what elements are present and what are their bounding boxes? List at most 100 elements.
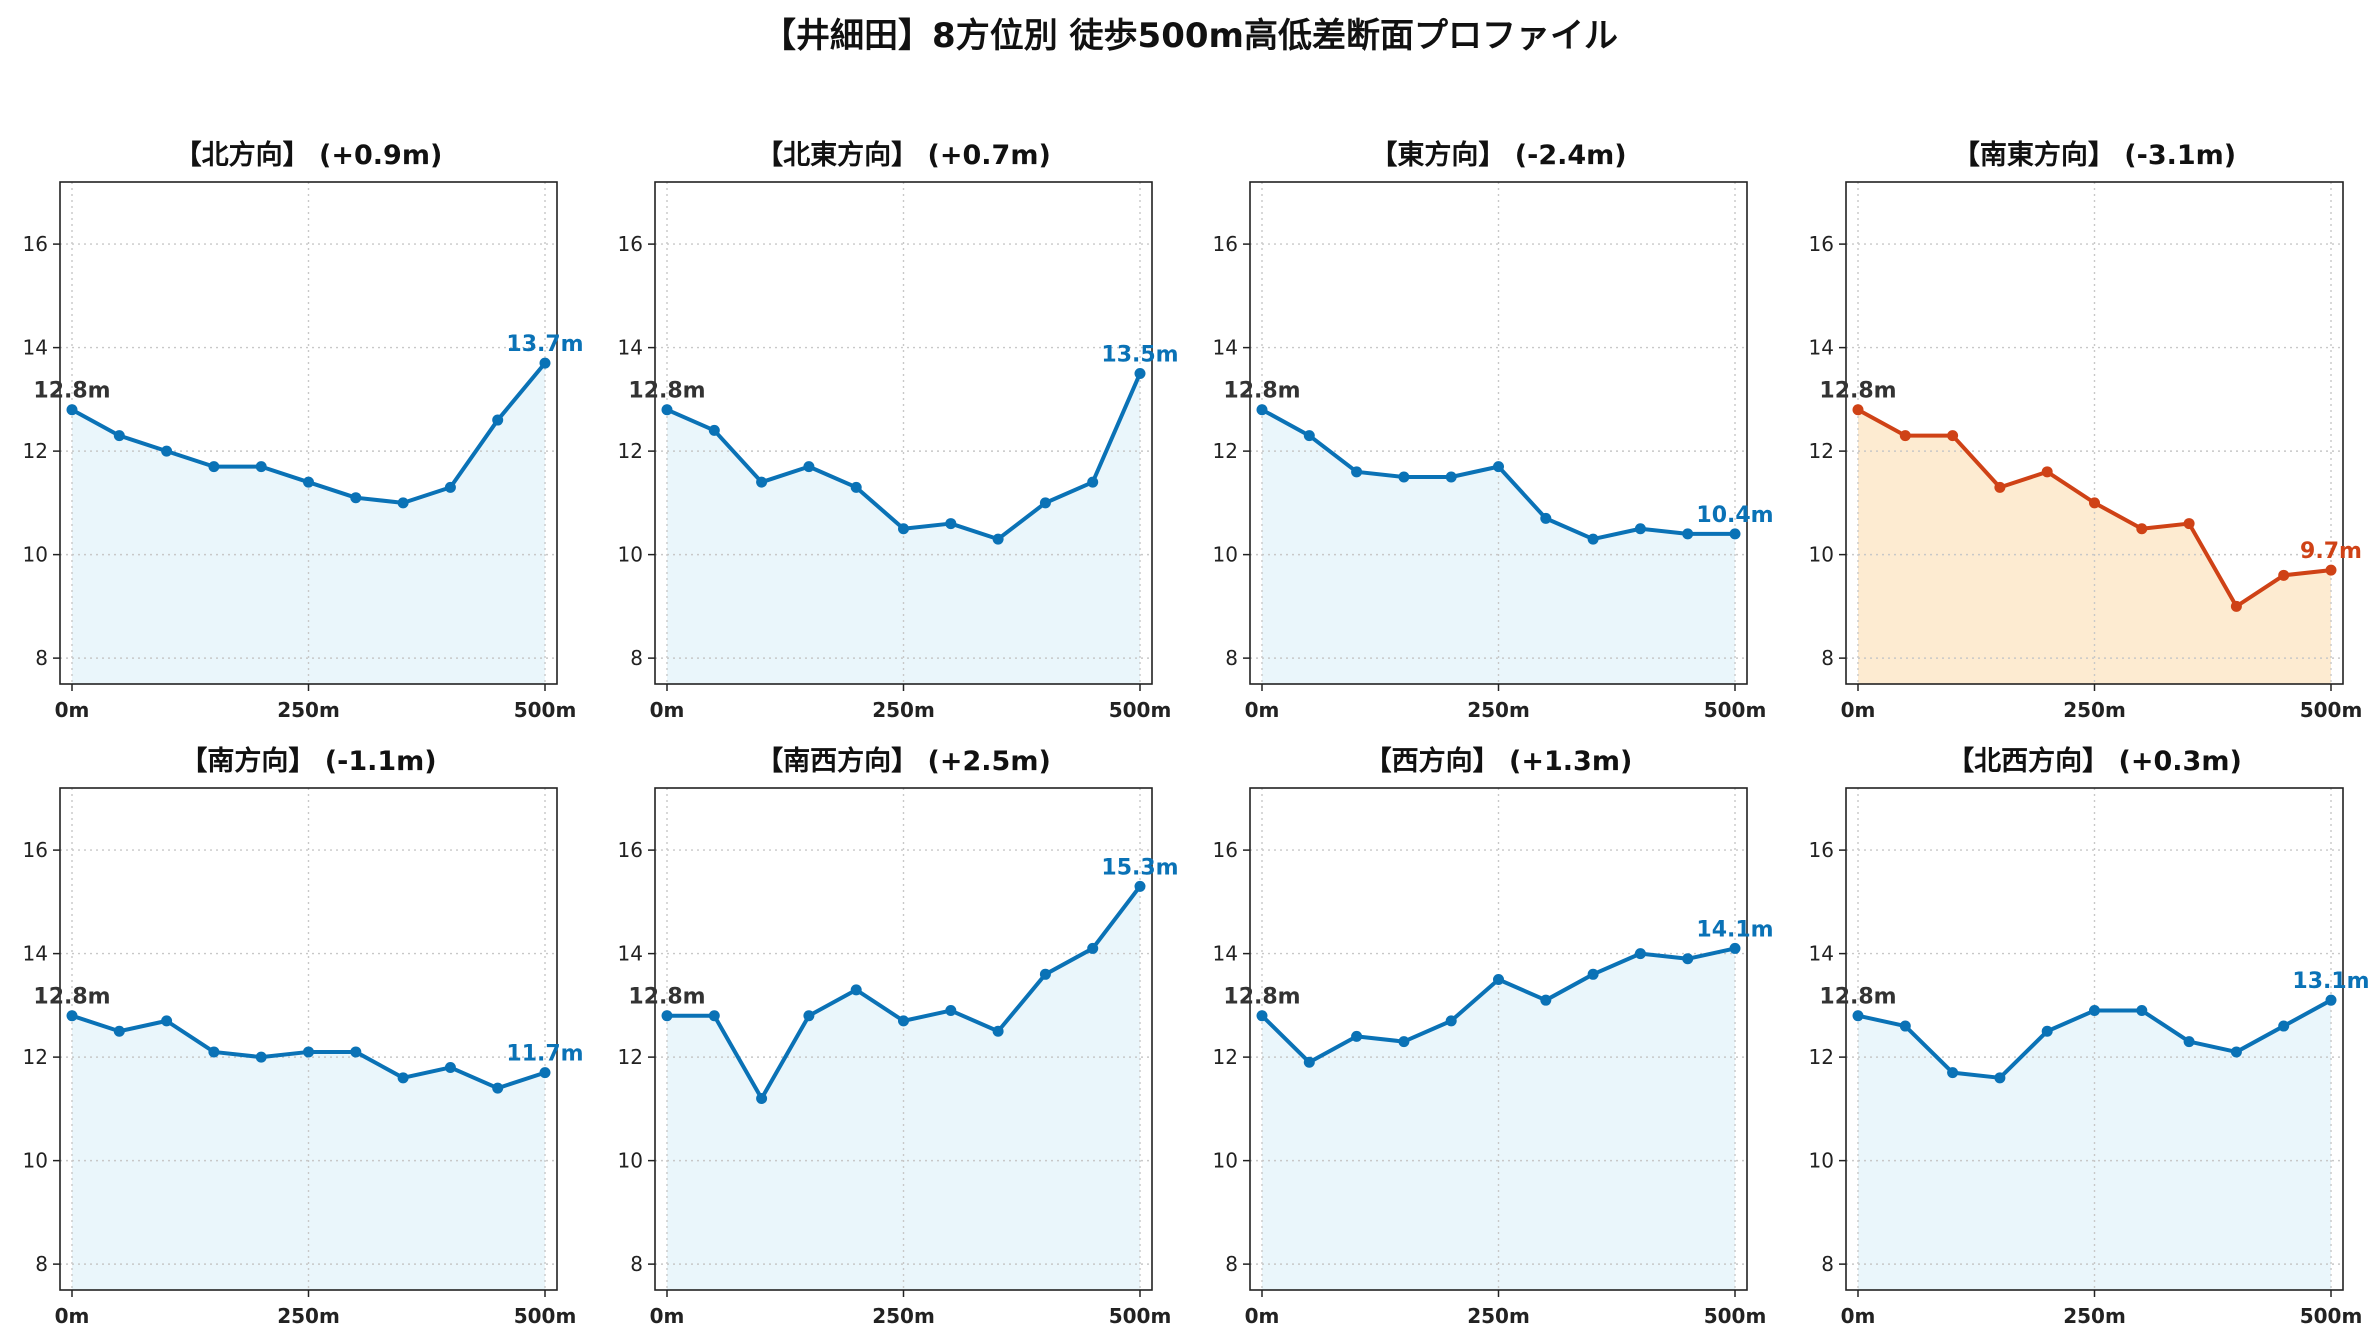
y-tick-label: 12 — [1809, 1045, 1834, 1069]
data-point — [2325, 564, 2337, 576]
data-point — [1540, 512, 1552, 524]
y-tick-label: 10 — [23, 1149, 48, 1173]
start-elevation-label: 12.8m — [33, 379, 110, 404]
data-point — [2325, 994, 2337, 1006]
data-point — [492, 1082, 504, 1094]
profile-panel-8: 【北西方向】 (+0.3m) 8 10 12 14 16 0m 250m 500m 12.8m 13… — [1809, 745, 2370, 1328]
data-point — [2183, 1036, 2195, 1048]
data-point — [492, 414, 504, 426]
data-point — [1493, 973, 1504, 985]
data-point — [444, 1061, 456, 1073]
y-tick-label: 14 — [618, 336, 643, 360]
x-tick-label: 0m — [1841, 698, 1876, 722]
panel-title: 【北東方向】 (+0.7m) — [756, 139, 1051, 171]
data-point — [1994, 1072, 2006, 1084]
y-tick-label: 8 — [1225, 1252, 1238, 1276]
data-point — [397, 1072, 409, 1084]
data-point — [2041, 466, 2053, 478]
y-tick-label: 12 — [1809, 439, 1834, 463]
y-tick-label: 10 — [618, 543, 643, 567]
y-tick-label: 8 — [35, 1252, 48, 1276]
y-tick-label: 12 — [23, 439, 48, 463]
y-tick-label: 10 — [23, 543, 48, 567]
panel-title: 【北西方向】 (+0.3m) — [1947, 745, 2242, 777]
data-point — [1134, 367, 1146, 379]
x-tick-label: 500m — [514, 1304, 577, 1328]
data-point — [113, 1025, 125, 1037]
data-point — [945, 1005, 957, 1017]
data-point — [661, 404, 673, 416]
y-tick-label: 16 — [1213, 838, 1238, 862]
start-elevation-label: 12.8m — [1819, 985, 1896, 1010]
data-point — [1899, 430, 1911, 442]
x-tick-label: 250m — [277, 698, 340, 722]
panel-title: 【南方向】 (-1.1m) — [180, 745, 436, 777]
end-elevation-label: 11.7m — [506, 1042, 583, 1067]
data-point — [255, 461, 267, 473]
data-point — [2089, 1005, 2100, 1017]
start-elevation-label: 12.8m — [628, 379, 705, 404]
x-tick-label: 250m — [2063, 1304, 2126, 1328]
data-point — [539, 1067, 551, 1079]
data-point — [945, 518, 957, 530]
start-elevation-label: 12.8m — [628, 985, 705, 1010]
y-tick-label: 10 — [618, 1149, 643, 1173]
elevation-area — [1858, 409, 2331, 684]
y-tick-label: 12 — [618, 439, 643, 463]
x-tick-label: 0m — [650, 698, 685, 722]
y-tick-label: 10 — [1213, 543, 1238, 567]
data-point — [1493, 461, 1504, 473]
data-point — [1540, 994, 1552, 1006]
data-point — [756, 476, 768, 488]
panel-title: 【東方向】 (-2.4m) — [1370, 139, 1626, 171]
start-elevation-label: 12.8m — [33, 985, 110, 1010]
data-point — [1899, 1020, 1911, 1032]
y-tick-label: 16 — [1809, 232, 1834, 256]
data-point — [1351, 466, 1363, 478]
data-point — [1039, 497, 1051, 509]
data-point — [2230, 600, 2242, 612]
start-elevation-label: 12.8m — [1819, 379, 1896, 404]
data-point — [708, 424, 720, 436]
data-point — [1039, 968, 1051, 980]
profile-panel-1: 【北方向】 (+0.9m) 8 10 12 14 16 0m 250m 500m 12.8m 13.… — [23, 139, 584, 722]
data-point — [1947, 1067, 1959, 1079]
data-point — [444, 481, 456, 493]
x-tick-label: 500m — [514, 698, 577, 722]
data-point — [2089, 497, 2100, 509]
y-tick-label: 16 — [23, 232, 48, 256]
data-point — [208, 461, 220, 473]
y-tick-label: 8 — [630, 646, 643, 670]
x-tick-label: 250m — [872, 1304, 935, 1328]
data-point — [208, 1046, 220, 1058]
data-point — [350, 492, 362, 504]
x-tick-label: 250m — [872, 698, 935, 722]
data-point — [1729, 528, 1741, 540]
x-tick-label: 500m — [2300, 698, 2363, 722]
elevation-area — [72, 363, 545, 684]
end-elevation-label: 14.1m — [1696, 917, 1773, 942]
plot-frame — [1249, 787, 1748, 1291]
end-elevation-label: 13.7m — [506, 332, 583, 357]
data-point — [898, 523, 909, 535]
data-point — [255, 1051, 267, 1063]
data-point — [1303, 430, 1315, 442]
end-elevation-label: 9.7m — [2300, 539, 2362, 564]
data-point — [1634, 948, 1646, 960]
y-tick-label: 12 — [1213, 1045, 1238, 1069]
start-elevation-label: 12.8m — [1223, 379, 1300, 404]
data-point — [1398, 471, 1410, 483]
data-point — [1947, 430, 1959, 442]
data-point — [1587, 968, 1599, 980]
data-point — [1852, 404, 1864, 416]
y-tick-label: 8 — [1225, 646, 1238, 670]
data-point — [1852, 1010, 1864, 1022]
y-tick-label: 16 — [618, 232, 643, 256]
data-point — [161, 1015, 173, 1027]
y-tick-label: 16 — [618, 838, 643, 862]
data-point — [113, 430, 125, 442]
data-point — [850, 984, 862, 996]
plot-frame — [59, 181, 558, 685]
profile-panel-4: 【南東方向】 (-3.1m) 8 10 12 14 16 0m 250m 500m 12.8m 9.… — [1809, 139, 2363, 722]
y-tick-label: 12 — [23, 1045, 48, 1069]
